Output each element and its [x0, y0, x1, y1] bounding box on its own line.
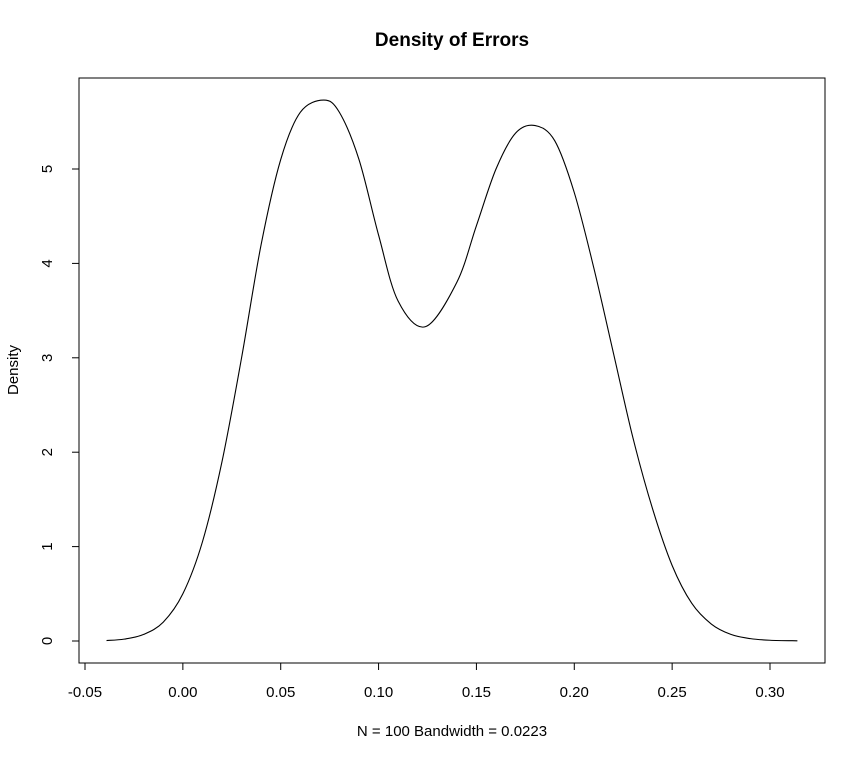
x-axis-label: N = 100 Bandwidth = 0.0223 — [357, 723, 547, 740]
x-axis: -0.05 0.00 0.05 0.10 0.15 0.20 0.25 0.30 — [68, 662, 785, 701]
y-tick-label: 4 — [39, 259, 56, 267]
density-curve — [106, 99, 798, 642]
x-tick-label: 0.05 — [266, 684, 295, 701]
x-tick-label: -0.05 — [68, 684, 102, 701]
x-tick-label: 0.20 — [560, 684, 589, 701]
x-tick-label: 0.30 — [755, 684, 784, 701]
y-tick-label: 3 — [39, 354, 56, 362]
y-tick-label: 5 — [39, 165, 56, 173]
y-tick-label: 2 — [39, 448, 56, 456]
y-axis-label: Density — [5, 344, 22, 395]
x-tick-label: 0.15 — [462, 684, 491, 701]
y-axis: 0 1 2 3 4 5 — [39, 165, 80, 645]
x-tick-label: 0.25 — [658, 684, 687, 701]
y-tick-label: 1 — [39, 542, 56, 550]
x-tick-label: 0.00 — [168, 684, 197, 701]
y-tick-label: 0 — [39, 637, 56, 645]
chart-title: Density of Errors — [375, 30, 529, 51]
x-tick-label: 0.10 — [364, 684, 393, 701]
